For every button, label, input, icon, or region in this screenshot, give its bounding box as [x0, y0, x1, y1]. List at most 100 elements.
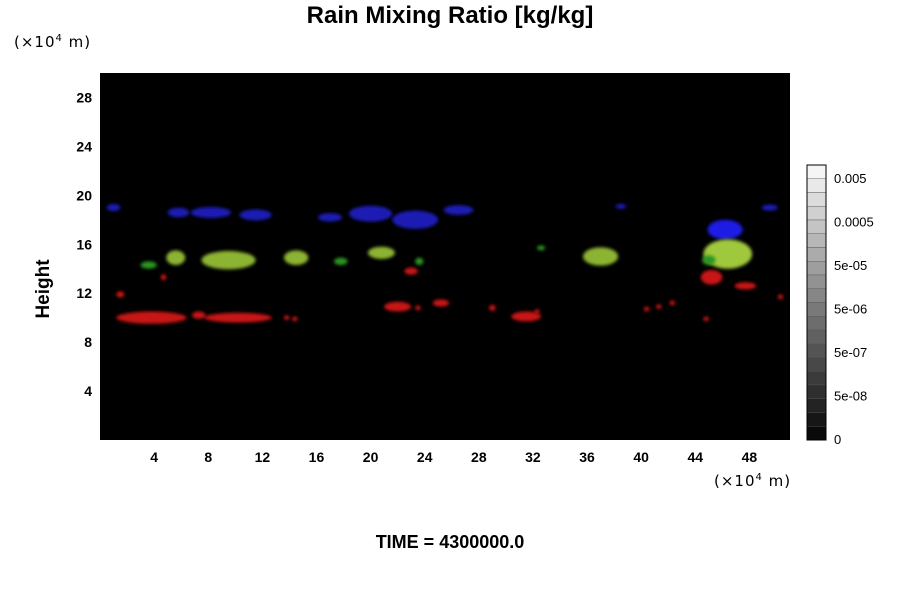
colorbar-label: 0.0005: [834, 215, 874, 230]
plot-area: [100, 73, 790, 440]
colorbar-segment: [806, 274, 827, 289]
rain-feature-upper: [615, 203, 627, 209]
rain-feature-middle: [166, 250, 186, 266]
y-tick-label: 8: [84, 334, 92, 350]
y-unit-prefix: (×10: [14, 33, 56, 51]
colorbar-label: 5e-07: [834, 345, 867, 360]
x-tick-label: 28: [471, 449, 487, 465]
rain-feature-lower: [116, 311, 187, 324]
colorbar-segment: [806, 412, 827, 427]
colorbar-segment: [806, 261, 827, 276]
colorbar-segment: [806, 247, 827, 262]
rain-feature-lower: [160, 274, 167, 281]
rain-feature-middle: [702, 255, 716, 266]
colorbar-segment: [806, 426, 827, 441]
rain-feature-middle: [140, 261, 157, 269]
rain-feature-lower: [700, 269, 723, 285]
rain-feature-middle: [284, 250, 309, 266]
x-tick-label: 12: [255, 449, 271, 465]
x-axis-unit: (×104 m): [714, 472, 791, 490]
y-tick-label: 16: [76, 236, 92, 252]
y-axis-title: Height: [33, 259, 54, 319]
rain-feature-upper: [167, 207, 190, 218]
colorbar-segment: [806, 233, 827, 248]
colorbar-segment: [806, 384, 827, 399]
rain-feature-middle: [367, 246, 395, 259]
rain-feature-middle: [201, 250, 256, 270]
rain-feature-middle: [537, 245, 546, 251]
x-tick-label: 16: [309, 449, 325, 465]
y-tick-label: 12: [76, 285, 92, 301]
colorbar-segment: [806, 302, 827, 317]
x-axis-ticks: 4 8 12 16 20 24 28 32 36 40 44 48: [150, 449, 757, 465]
rain-feature-lower: [384, 301, 412, 312]
colorbar-label: 0: [834, 432, 841, 447]
x-tick-label: 40: [633, 449, 649, 465]
rain-feature-lower: [284, 315, 290, 321]
y-tick-label: 4: [84, 383, 92, 399]
colorbar-segment: [806, 206, 827, 221]
x-tick-label: 36: [579, 449, 595, 465]
x-tick-label: 48: [742, 449, 758, 465]
rain-feature-lower: [656, 304, 662, 310]
rain-feature-lower: [116, 291, 125, 298]
rain-feature-upper: [707, 219, 743, 240]
rain-feature-lower: [669, 300, 675, 306]
rain-features: [106, 203, 784, 324]
colorbar-segment: [806, 329, 827, 344]
x-unit-suffix: m): [762, 472, 792, 490]
colorbar-segment: [806, 357, 827, 372]
y-axis-unit: (×104 m): [14, 33, 91, 51]
x-tick-label: 4: [150, 449, 158, 465]
colorbar-segment: [806, 398, 827, 413]
x-tick-label: 32: [525, 449, 541, 465]
rain-feature-middle: [583, 247, 619, 266]
rain-feature-lower: [534, 309, 540, 314]
colorbar-segment: [806, 219, 827, 234]
y-tick-label: 28: [76, 89, 92, 105]
x-unit-exponent: 4: [755, 472, 763, 483]
colorbar-segment: [806, 164, 827, 179]
rain-feature-lower: [404, 267, 418, 275]
rain-feature-upper: [761, 204, 778, 211]
colorbar-segment: [806, 316, 827, 331]
colorbar: [806, 164, 827, 441]
rain-feature-upper: [443, 205, 474, 215]
rain-feature-lower: [703, 316, 709, 322]
rain-feature-lower: [511, 311, 542, 322]
x-tick-label: 44: [688, 449, 704, 465]
colorbar-segment: [806, 192, 827, 207]
x-unit-prefix: (×10: [714, 472, 756, 490]
colorbar-label: 0.005: [834, 171, 867, 186]
time-label: TIME = 4300000.0: [375, 532, 525, 552]
x-tick-label: 20: [363, 449, 379, 465]
colorbar-frame: [806, 164, 827, 441]
rain-feature-upper: [239, 209, 272, 221]
rain-feature-upper: [392, 210, 439, 229]
rain-feature-middle: [334, 257, 348, 266]
colorbar-segment: [806, 371, 827, 386]
y-tick-label: 24: [76, 138, 92, 154]
rain-feature-lower: [734, 282, 757, 290]
colorbar-segment: [806, 343, 827, 358]
rain-feature-middle: [415, 257, 424, 266]
y-unit-exponent: 4: [55, 33, 63, 44]
x-tick-label: 8: [204, 449, 212, 465]
rain-feature-upper: [348, 205, 393, 222]
colorbar-label: 5e-05: [834, 258, 867, 273]
y-axis-ticks: 4 8 12 16 20 24 28: [76, 89, 92, 399]
rain-feature-upper: [317, 213, 343, 222]
colorbar-label: 5e-06: [834, 302, 867, 317]
rain-feature-lower: [192, 311, 206, 319]
rain-feature-lower: [292, 316, 298, 322]
x-tick-label: 24: [417, 449, 433, 465]
colorbar-labels: 0.005 0.0005 5e-05 5e-06 5e-07 5e-08 0: [834, 171, 874, 447]
rain-feature-lower: [643, 306, 650, 312]
colorbar-segment: [806, 288, 827, 303]
rain-feature-middle: [703, 239, 753, 269]
colorbar-label: 5e-08: [834, 389, 867, 404]
rain-feature-upper: [106, 203, 121, 212]
chart-title: Rain Mixing Ratio [kg/kg]: [306, 2, 594, 29]
rain-feature-lower: [204, 312, 272, 323]
